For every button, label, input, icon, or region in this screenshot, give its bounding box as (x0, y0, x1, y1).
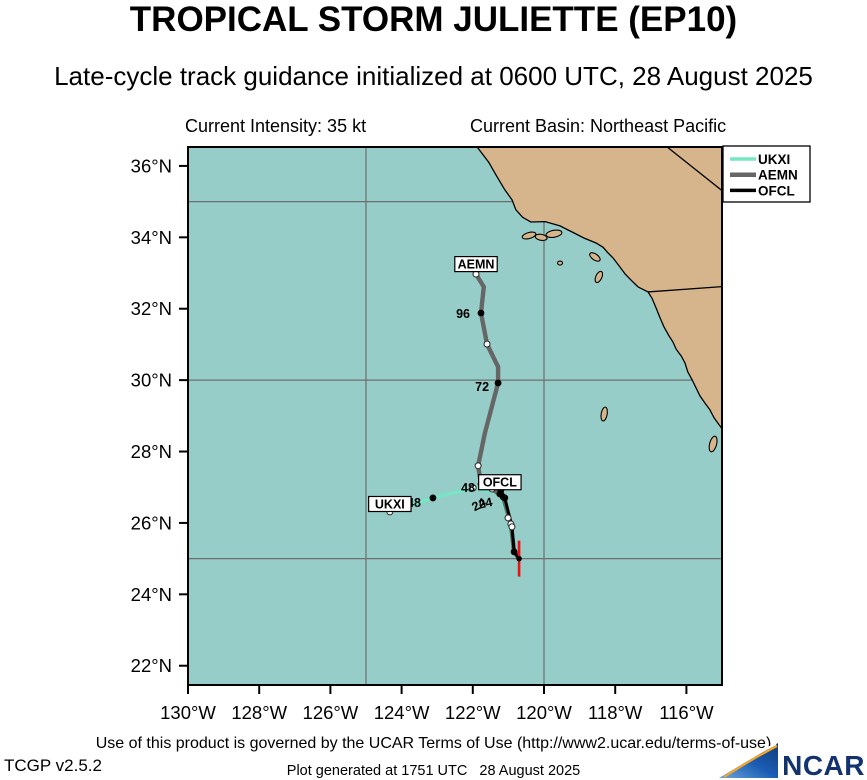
x-tick-label: 118°W (588, 702, 643, 723)
generated-timestamp: Plot generated at 1751 UTC 28 August 202… (286, 763, 581, 779)
y-tick-label: 26°N (131, 512, 172, 533)
island (594, 270, 604, 284)
waypoint-aemn-84h (483, 340, 491, 348)
waypoint-ofcl-24h (501, 494, 509, 502)
initial-position-dot (516, 555, 522, 562)
x-tick-label: 124°W (374, 702, 430, 723)
ncar-logo-swoosh (719, 743, 779, 778)
y-tick-label: 36°N (131, 155, 172, 176)
x-tick-label: 130°W (160, 702, 216, 723)
island (556, 260, 564, 266)
waypoint-ofcl-6h (510, 548, 518, 556)
island (534, 233, 548, 242)
hour-label-aemn-48: 48 (461, 481, 475, 495)
waypoint-ukxi-48h (429, 494, 437, 502)
waypoint-aemn-96h (477, 309, 485, 317)
model-label-ofcl: OFCL (483, 476, 517, 490)
x-tick-label: 116°W (659, 702, 714, 723)
model-label-ukxi: UKXI (375, 498, 405, 512)
island (708, 435, 718, 453)
current-basin-label: Current Basin: Northeast Pacific (470, 116, 727, 136)
y-tick-label: 32°N (131, 298, 172, 319)
ncar-logo-text: NCAR (782, 750, 865, 780)
waypoint-aemn-60h (474, 462, 482, 470)
current-intensity-label: Current Intensity: 35 kt (185, 116, 367, 136)
plot-subtitle: Late-cycle track guidance initialized at… (54, 61, 813, 91)
model-label-box-aemn (454, 255, 498, 273)
y-tick-label: 22°N (131, 655, 172, 676)
legend-label-aemn: AEMN (758, 168, 798, 183)
model-label-aemn: AEMN (458, 258, 495, 272)
waypoint-aemn-72h (494, 379, 502, 387)
island (600, 406, 608, 422)
model-label-box-ofcl (478, 474, 522, 491)
version-label: TCGP v2.5.2 (4, 756, 102, 775)
ncar-logo: NCAR (718, 741, 865, 780)
hour-label-aemn-72: 72 (475, 380, 489, 394)
legend-label-ukxi: UKXI (758, 152, 790, 167)
waypoint-ukxi-12h (504, 514, 512, 522)
hour-label-aemn-96: 96 (456, 307, 470, 321)
waypoint-ukxi-36h (469, 484, 477, 492)
y-tick-label: 28°N (131, 441, 172, 462)
island (521, 231, 537, 240)
island (545, 229, 563, 239)
island (589, 252, 601, 262)
hour-label-ukxi-24: 24 (469, 495, 488, 514)
y-tick-label: 30°N (131, 370, 172, 391)
y-tick-label: 24°N (131, 584, 172, 605)
x-tick-label: 128°W (231, 702, 287, 723)
border-us_mexico (647, 285, 722, 293)
hour-label-aemn-24: 24 (477, 495, 494, 512)
x-tick-label: 120°W (516, 702, 572, 723)
model-label-box-ukxi (368, 495, 412, 513)
border-ca_nv (666, 147, 722, 192)
waypoint-ofcl-12h (508, 523, 516, 531)
land-california-baja (476, 147, 722, 430)
legend-label-ofcl: OFCL (758, 183, 795, 198)
page-title: TROPICAL STORM JULIETTE (EP10) (129, 0, 738, 39)
y-tick-label: 34°N (131, 227, 172, 248)
terms-of-use-text: Use of this product is governed by the U… (95, 735, 772, 752)
x-tick-label: 126°W (303, 702, 359, 723)
plot-frame (187, 146, 723, 686)
x-tick-label: 122°W (445, 702, 501, 723)
